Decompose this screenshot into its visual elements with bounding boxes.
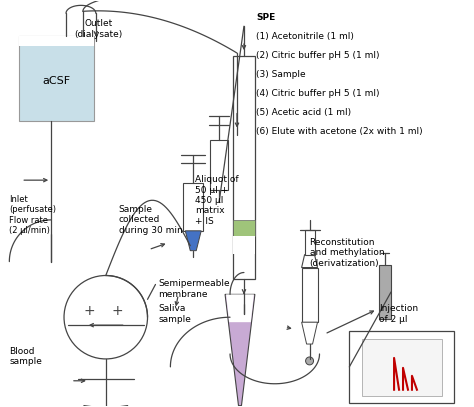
Text: Inlet
(perfusate)
Flow rate
(2 μl/min): Inlet (perfusate) Flow rate (2 μl/min) (9, 195, 56, 235)
Text: (6) Elute with acetone (2x with 1 ml): (6) Elute with acetone (2x with 1 ml) (256, 127, 422, 136)
Text: Aliquot of
50 μl +
450 μl
matrix
+ IS: Aliquot of 50 μl + 450 μl matrix + IS (195, 175, 239, 226)
Text: Outlet
(dialysate): Outlet (dialysate) (75, 19, 123, 39)
FancyBboxPatch shape (210, 140, 228, 190)
FancyBboxPatch shape (238, 294, 250, 304)
FancyBboxPatch shape (349, 331, 454, 403)
FancyBboxPatch shape (233, 56, 255, 280)
FancyBboxPatch shape (233, 236, 255, 254)
FancyBboxPatch shape (301, 267, 318, 322)
FancyBboxPatch shape (305, 230, 315, 255)
Text: (3) Sample: (3) Sample (256, 70, 306, 79)
FancyBboxPatch shape (362, 339, 442, 396)
Text: +: + (83, 304, 95, 318)
FancyBboxPatch shape (19, 36, 94, 46)
Text: (5) Acetic acid (1 ml): (5) Acetic acid (1 ml) (256, 108, 351, 117)
Text: Sample
collected
during 30 min: Sample collected during 30 min (118, 205, 182, 235)
Polygon shape (301, 255, 318, 267)
Polygon shape (225, 294, 255, 406)
Text: Reconstitution
and methylation
(derivatization): Reconstitution and methylation (derivati… (310, 238, 384, 267)
Text: Blood
sample: Blood sample (9, 347, 42, 366)
FancyBboxPatch shape (379, 265, 391, 319)
Polygon shape (301, 322, 318, 344)
Text: SPE: SPE (256, 13, 275, 22)
Text: Injection
of 2 μl: Injection of 2 μl (379, 304, 418, 324)
Text: (4) Citric buffer pH 5 (1 ml): (4) Citric buffer pH 5 (1 ml) (256, 89, 379, 98)
Circle shape (306, 357, 313, 365)
Polygon shape (185, 231, 201, 251)
Text: (1) Acetonitrile (1 ml): (1) Acetonitrile (1 ml) (256, 32, 354, 41)
Text: (2) Citric buffer pH 5 (1 ml): (2) Citric buffer pH 5 (1 ml) (256, 51, 379, 60)
FancyBboxPatch shape (233, 220, 255, 236)
Text: +: + (112, 304, 124, 318)
Polygon shape (226, 294, 254, 322)
Text: aCSF: aCSF (42, 76, 70, 86)
FancyBboxPatch shape (183, 183, 203, 231)
Text: Semipermeable
membrane: Semipermeable membrane (158, 280, 230, 299)
FancyBboxPatch shape (19, 36, 94, 120)
Text: Saliva
sample: Saliva sample (158, 304, 191, 324)
